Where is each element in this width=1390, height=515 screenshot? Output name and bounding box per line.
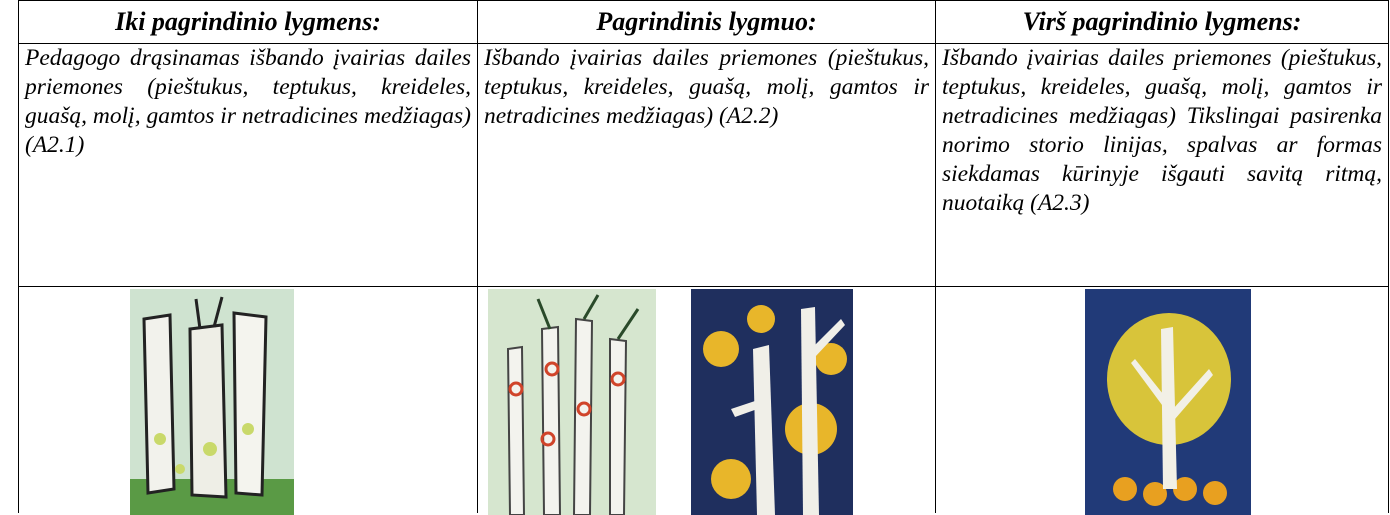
text-cell: Išbando įvairias dailes priemones (piešt… [477,43,936,287]
levels-table: Iki pagrindinio lygmens: Pagrindinis lyg… [18,0,1389,515]
artwork [488,289,656,515]
artwork [1085,289,1251,515]
header-row: Iki pagrindinio lygmens: Pagrindinis lyg… [18,0,1389,44]
image-cell [18,286,478,515]
text-row: Pedagogo drąsinamas išbando įvairias dai… [18,43,1389,287]
image-row [18,286,1389,515]
header-cell: Pagrindinis lygmuo: [477,0,936,44]
artwork [130,289,294,515]
artwork [691,289,853,515]
image-cell [477,286,936,515]
header-cell: Virš pagrindinio lygmens: [935,0,1389,44]
text-cell: Išbando įvairias dailes priemones (piešt… [935,43,1389,287]
text-cell: Pedagogo drąsinamas išbando įvairias dai… [18,43,478,287]
image-cell [935,286,1389,515]
header-cell: Iki pagrindinio lygmens: [18,0,478,44]
